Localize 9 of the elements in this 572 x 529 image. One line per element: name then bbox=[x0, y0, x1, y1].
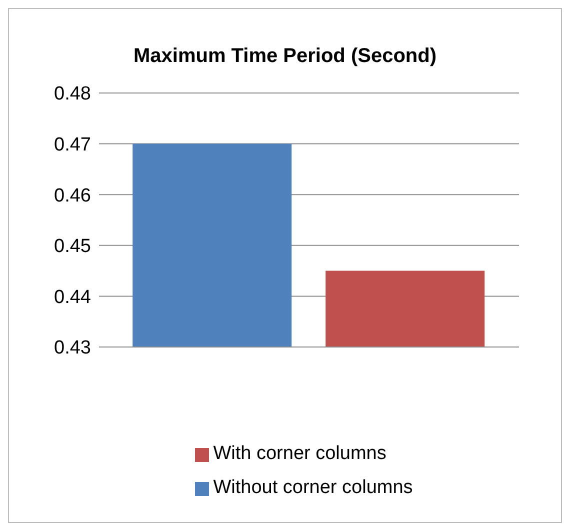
y-tick-label: 0.45 bbox=[54, 236, 91, 258]
y-tick-label: 0.44 bbox=[54, 286, 92, 308]
legend-label: With corner columns bbox=[213, 443, 386, 464]
y-tick-label: 0.48 bbox=[54, 84, 91, 105]
y-tick-label: 0.46 bbox=[54, 185, 91, 206]
chart-title: Maximum Time Period (Second) bbox=[132, 44, 438, 69]
y-tick-label: 0.43 bbox=[54, 338, 91, 359]
y-tick-label: 0.47 bbox=[54, 134, 91, 156]
legend-label: Without corner columns bbox=[213, 477, 413, 498]
